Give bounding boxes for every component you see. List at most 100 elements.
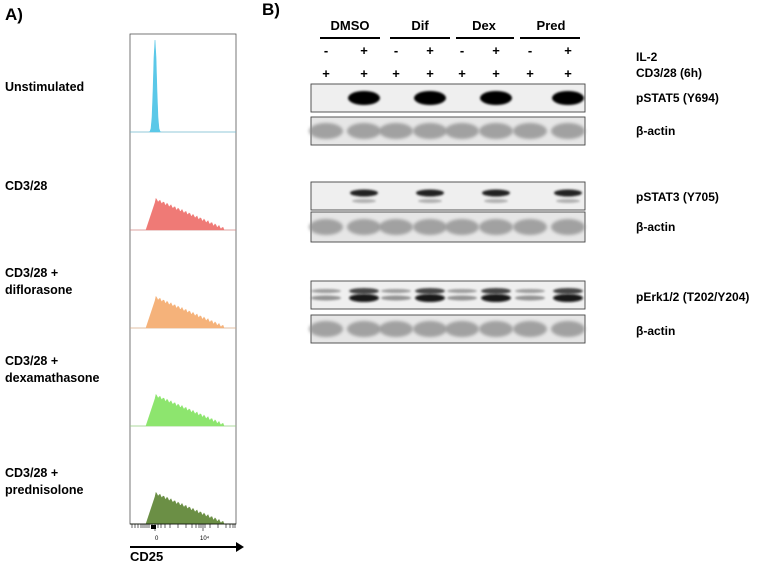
condition-label-cd328: CD3/28 (6h) [636, 66, 703, 80]
flow-label-cd328: CD3/28 [5, 179, 48, 193]
il2-sign-6: + [492, 43, 500, 58]
band-1-7 [551, 123, 585, 139]
cd3-sign-8: + [564, 66, 572, 81]
band-3-5 [479, 219, 513, 235]
band-5-5 [479, 321, 513, 337]
blot-strip-2 [310, 181, 586, 211]
band-1-4 [445, 123, 479, 139]
band-lower-2-5 [484, 199, 508, 203]
blot-strip-5 [309, 314, 586, 344]
band-lower-4-4 [447, 295, 477, 301]
band-3-6 [513, 219, 547, 235]
cd25-arrow-head [236, 542, 244, 552]
group-underlines [320, 37, 580, 39]
band-lower-4-7 [553, 294, 583, 302]
band-lower-2-3 [418, 199, 442, 203]
blot-label-actin-3: β-actin [636, 324, 676, 338]
flow-label-dexamathasone: CD3/28 + dexamathasone [5, 354, 100, 385]
band-4-0 [311, 289, 341, 293]
band-2-7 [554, 189, 582, 197]
blot-label-actin-2: β-actin [636, 220, 676, 234]
il2-sign-8: + [564, 43, 572, 58]
band-4-1 [349, 288, 379, 294]
il2-sign-2: + [360, 43, 368, 58]
flow-axis-ticks [130, 523, 236, 531]
band-1-2 [379, 123, 413, 139]
flow-label-unstimulated: Unstimulated [5, 80, 85, 94]
band-5-4 [445, 321, 479, 337]
band-0-7 [552, 91, 584, 105]
band-5-3 [413, 321, 447, 337]
band-4-3 [415, 288, 445, 294]
il2-sign-1: - [323, 43, 329, 58]
flow-histogram-2 [130, 295, 236, 329]
flow-histogram-4 [130, 491, 236, 525]
flow-label-diflorasone: CD3/28 + diflorasone [5, 266, 73, 297]
il2-sign-7: - [527, 43, 533, 58]
band-3-7 [551, 219, 585, 235]
blot-strip-0 [310, 83, 586, 113]
il2-sign-3: - [393, 43, 399, 58]
band-1-0 [309, 123, 343, 139]
band-4-6 [515, 289, 545, 293]
il2-sign-5: - [459, 43, 465, 58]
cd25-axis-label: CD25 [130, 549, 164, 564]
cd3-sign-3: + [392, 66, 400, 81]
flow-axis-dense-ticks [151, 525, 156, 529]
band-3-1 [347, 219, 381, 235]
cd3-sign-7: + [526, 66, 534, 81]
band-0-1 [348, 91, 380, 105]
cd3-sign-6: + [492, 66, 500, 81]
flow-histogram-0 [130, 39, 236, 133]
band-lower-4-5 [481, 294, 511, 302]
band-4-5 [481, 288, 511, 294]
band-lower-4-3 [415, 294, 445, 302]
panel-b-letter: B) [262, 0, 280, 19]
band-5-7 [551, 321, 585, 337]
cd3-sign-2: + [360, 66, 368, 81]
band-1-6 [513, 123, 547, 139]
blot-label-pstat5: pSTAT5 (Y694) [636, 91, 719, 105]
condition-label-il2: IL-2 [636, 50, 658, 64]
band-5-0 [309, 321, 343, 337]
band-4-4 [447, 289, 477, 293]
band-2-3 [416, 189, 444, 197]
flow-histogram-1 [130, 197, 236, 231]
blot-label-pstat3: pSTAT3 (Y705) [636, 190, 719, 204]
band-1-5 [479, 123, 513, 139]
band-5-1 [347, 321, 381, 337]
blot-label-perk: pErk1/2 (T202/Y204) [636, 290, 750, 304]
band-5-6 [513, 321, 547, 337]
blot-strip-4 [310, 280, 586, 310]
band-lower-4-0 [311, 295, 341, 301]
band-2-5 [482, 189, 510, 197]
band-lower-4-1 [349, 294, 379, 302]
band-5-2 [379, 321, 413, 337]
tick-label-10e4: 10⁴ [200, 535, 210, 542]
band-lower-2-1 [352, 199, 376, 203]
panel-a-letter: A) [5, 5, 23, 24]
band-lower-4-2 [381, 295, 411, 301]
flow-label-prednisolone: CD3/28 + prednisolone [5, 466, 84, 497]
blot-label-actin-1: β-actin [636, 124, 676, 138]
flow-histogram-3 [130, 393, 236, 427]
band-4-7 [553, 288, 583, 294]
band-1-3 [413, 123, 447, 139]
blot-frame-2 [310, 181, 586, 211]
group-label-dmso: DMSO [330, 18, 370, 33]
band-3-2 [379, 219, 413, 235]
band-lower-4-6 [515, 295, 545, 301]
band-0-5 [480, 91, 512, 105]
band-2-1 [350, 189, 378, 197]
band-lower-2-7 [556, 199, 580, 203]
band-3-4 [445, 219, 479, 235]
cd3-sign-4: + [426, 66, 434, 81]
blot-strip-3 [309, 211, 586, 243]
band-3-3 [413, 219, 447, 235]
band-3-0 [309, 219, 343, 235]
blot-strip-1 [309, 116, 586, 146]
group-label-pred: Pred [536, 18, 566, 33]
cd3-sign-5: + [458, 66, 466, 81]
